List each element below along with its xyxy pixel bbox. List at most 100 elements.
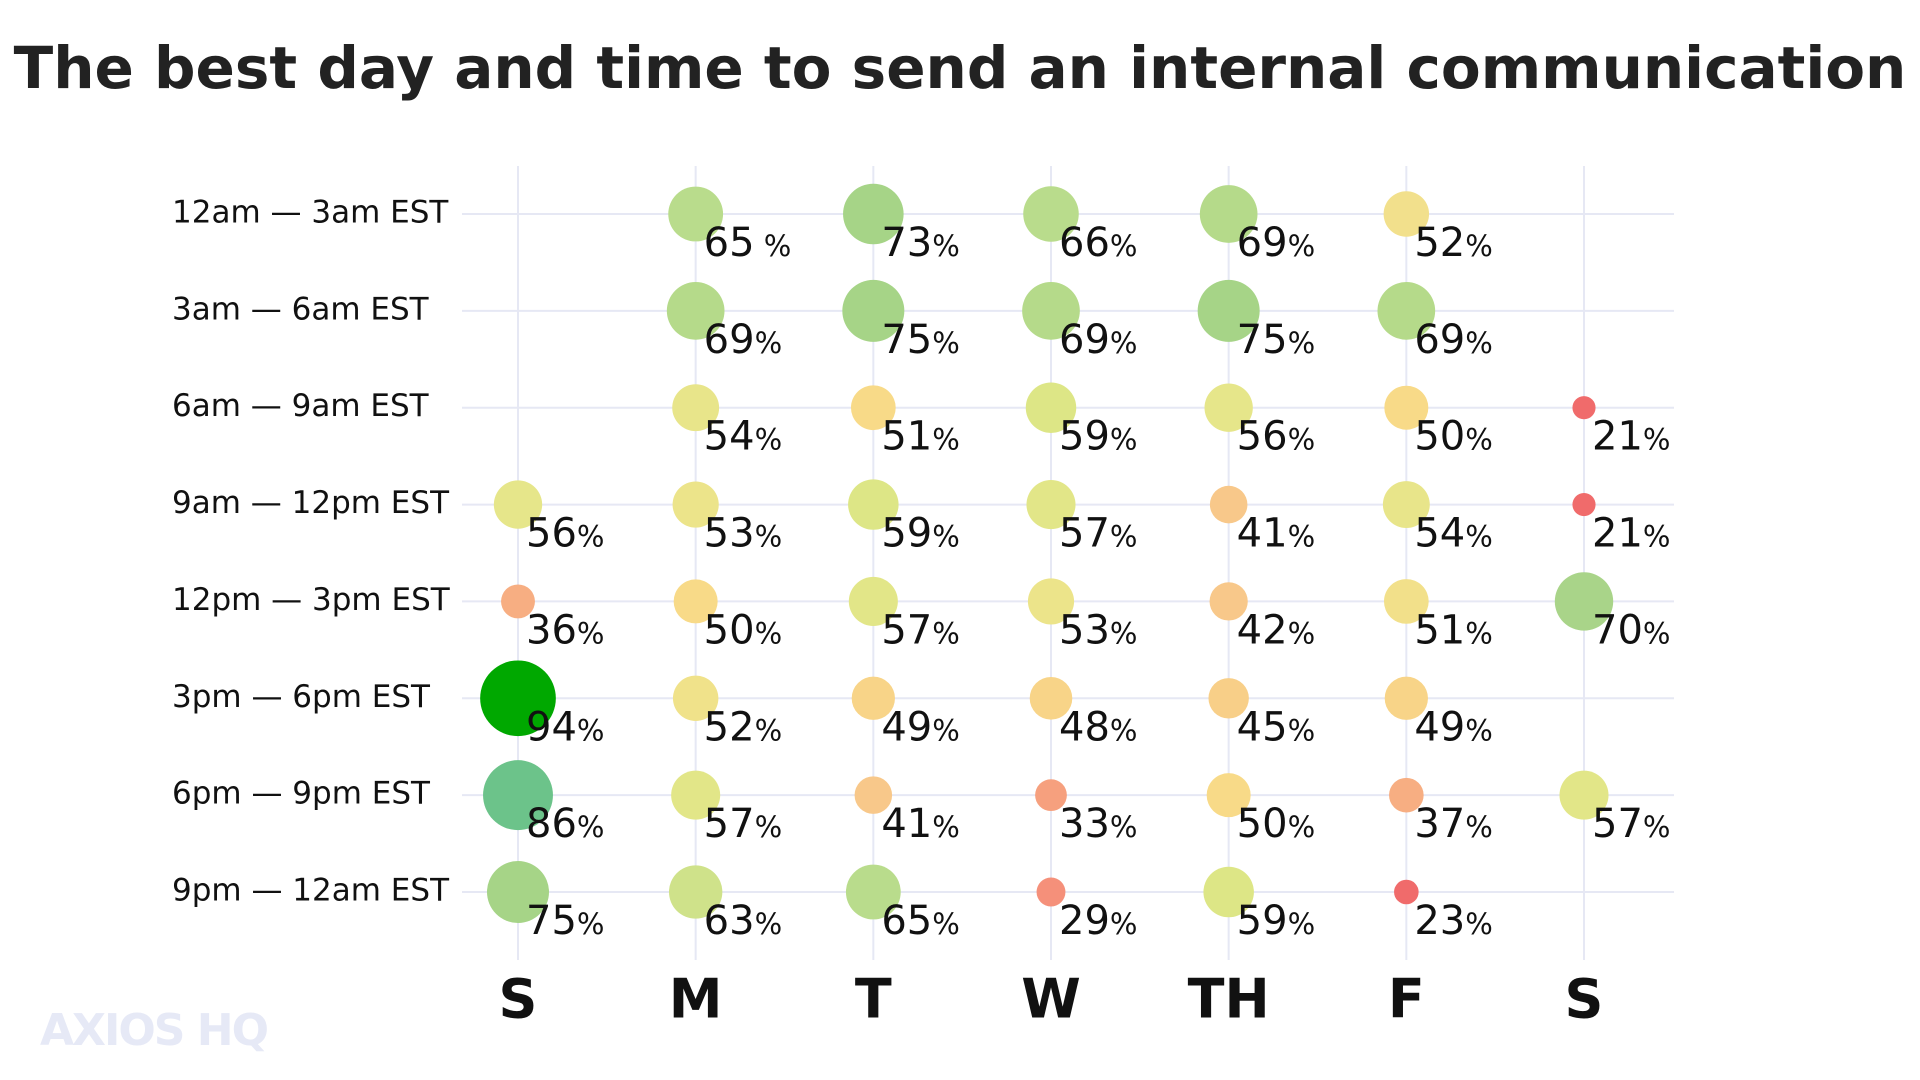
bubble [672, 384, 720, 432]
data-label: 29% [1059, 898, 1137, 944]
data-label: 54% [704, 414, 782, 460]
bubble [1023, 186, 1079, 242]
data-label: 69% [704, 317, 782, 363]
bubbles [480, 183, 1614, 923]
bubble [666, 282, 725, 340]
y-tick-label: 9pm — 12am EST [172, 873, 450, 909]
data-label: 73% [881, 220, 959, 266]
y-tick-label: 12am — 3am EST [172, 195, 449, 231]
bubble [1209, 582, 1248, 621]
bubble [1383, 191, 1430, 237]
data-label: 94% [526, 704, 604, 750]
bubble [1206, 773, 1251, 818]
bubble [1029, 677, 1073, 720]
data-label: 56% [1237, 414, 1315, 460]
bubble [851, 676, 895, 720]
x-tick-label: M [669, 968, 723, 1031]
y-tick-label: 9am — 12pm EST [172, 485, 450, 521]
x-tick-label: S [1565, 968, 1604, 1031]
bubble [1394, 879, 1419, 905]
bubble [848, 479, 899, 530]
data-label: 69% [1414, 317, 1492, 363]
bubble [1209, 485, 1248, 524]
data-label: 48% [1059, 704, 1137, 750]
y-tick-label: 3am — 6am EST [172, 291, 430, 327]
data-label: 59% [1059, 414, 1137, 460]
chart-title: The best day and time to send an interna… [14, 34, 1907, 102]
bubble [1026, 480, 1076, 530]
data-label: 66% [1059, 220, 1137, 266]
data-label: 63% [704, 898, 782, 944]
x-tick-label: F [1388, 968, 1425, 1031]
data-label: 75% [1237, 317, 1315, 363]
bubble [1572, 396, 1596, 420]
data-label: 54% [1414, 511, 1492, 557]
data-label: 57% [704, 801, 782, 847]
x-tick-label: T [855, 968, 892, 1031]
y-tick-label: 12pm — 3pm EST [172, 582, 451, 618]
data-label: 53% [1059, 607, 1137, 653]
data-label: 70% [1592, 607, 1670, 653]
data-label: 50% [704, 607, 782, 653]
bubble [1022, 282, 1080, 340]
bubble [1384, 676, 1428, 720]
bubble [848, 576, 898, 626]
data-label: 57% [1592, 801, 1670, 847]
data-label: 69% [1237, 220, 1315, 266]
bubble [1572, 493, 1596, 517]
bubble [1197, 279, 1260, 342]
data-label: 51% [881, 414, 959, 460]
data-label: 59% [1237, 898, 1315, 944]
bubble [1389, 777, 1424, 813]
y-tick-label: 3pm — 6pm EST [172, 679, 431, 715]
data-label: 57% [881, 607, 959, 653]
data-label: 41% [881, 801, 959, 847]
data-label: 56% [526, 511, 604, 557]
logo: AXIOS HQ [40, 1005, 268, 1056]
bubble [850, 385, 896, 431]
bubble [493, 480, 543, 529]
bubble [487, 861, 549, 923]
bubble [842, 279, 905, 342]
data-label: 42% [1237, 607, 1315, 653]
data-label: 65 % [704, 220, 792, 266]
data-label: 23% [1414, 898, 1492, 944]
data-label: 75% [881, 317, 959, 363]
data-label: 52% [704, 704, 782, 750]
bubble [501, 584, 535, 619]
data-label: 49% [881, 704, 959, 750]
data-label: 45% [1237, 704, 1315, 750]
bubble [668, 186, 724, 242]
data-label: 86% [526, 801, 604, 847]
bubble [1554, 572, 1614, 631]
x-tick-label: TH [1188, 968, 1270, 1031]
y-tick-label: 6pm — 9pm EST [172, 776, 431, 812]
data-label: 57% [1059, 511, 1137, 557]
data-label: 50% [1414, 414, 1492, 460]
bubble [1382, 481, 1430, 529]
bubble [1036, 877, 1066, 907]
data-label: 59% [881, 511, 959, 557]
bubble [483, 760, 553, 831]
bubble [672, 675, 719, 722]
data-label: 33% [1059, 801, 1137, 847]
bubble [1027, 578, 1075, 625]
x-tick-label: S [499, 968, 538, 1031]
data-label: 36% [526, 607, 604, 653]
data-label: 21% [1592, 511, 1670, 557]
data-label: 21% [1592, 414, 1670, 460]
bubble [673, 579, 718, 624]
x-tick-label: W [1021, 968, 1081, 1031]
data-label: 49% [1414, 704, 1492, 750]
bubble [668, 865, 723, 919]
bubble [843, 183, 904, 245]
data-label: 52% [1414, 220, 1492, 266]
bubble [1384, 385, 1429, 430]
data-label: 41% [1237, 511, 1315, 557]
bubble [1383, 579, 1429, 624]
bubble [672, 481, 719, 528]
bubble [480, 660, 556, 737]
bubble [1203, 866, 1254, 918]
